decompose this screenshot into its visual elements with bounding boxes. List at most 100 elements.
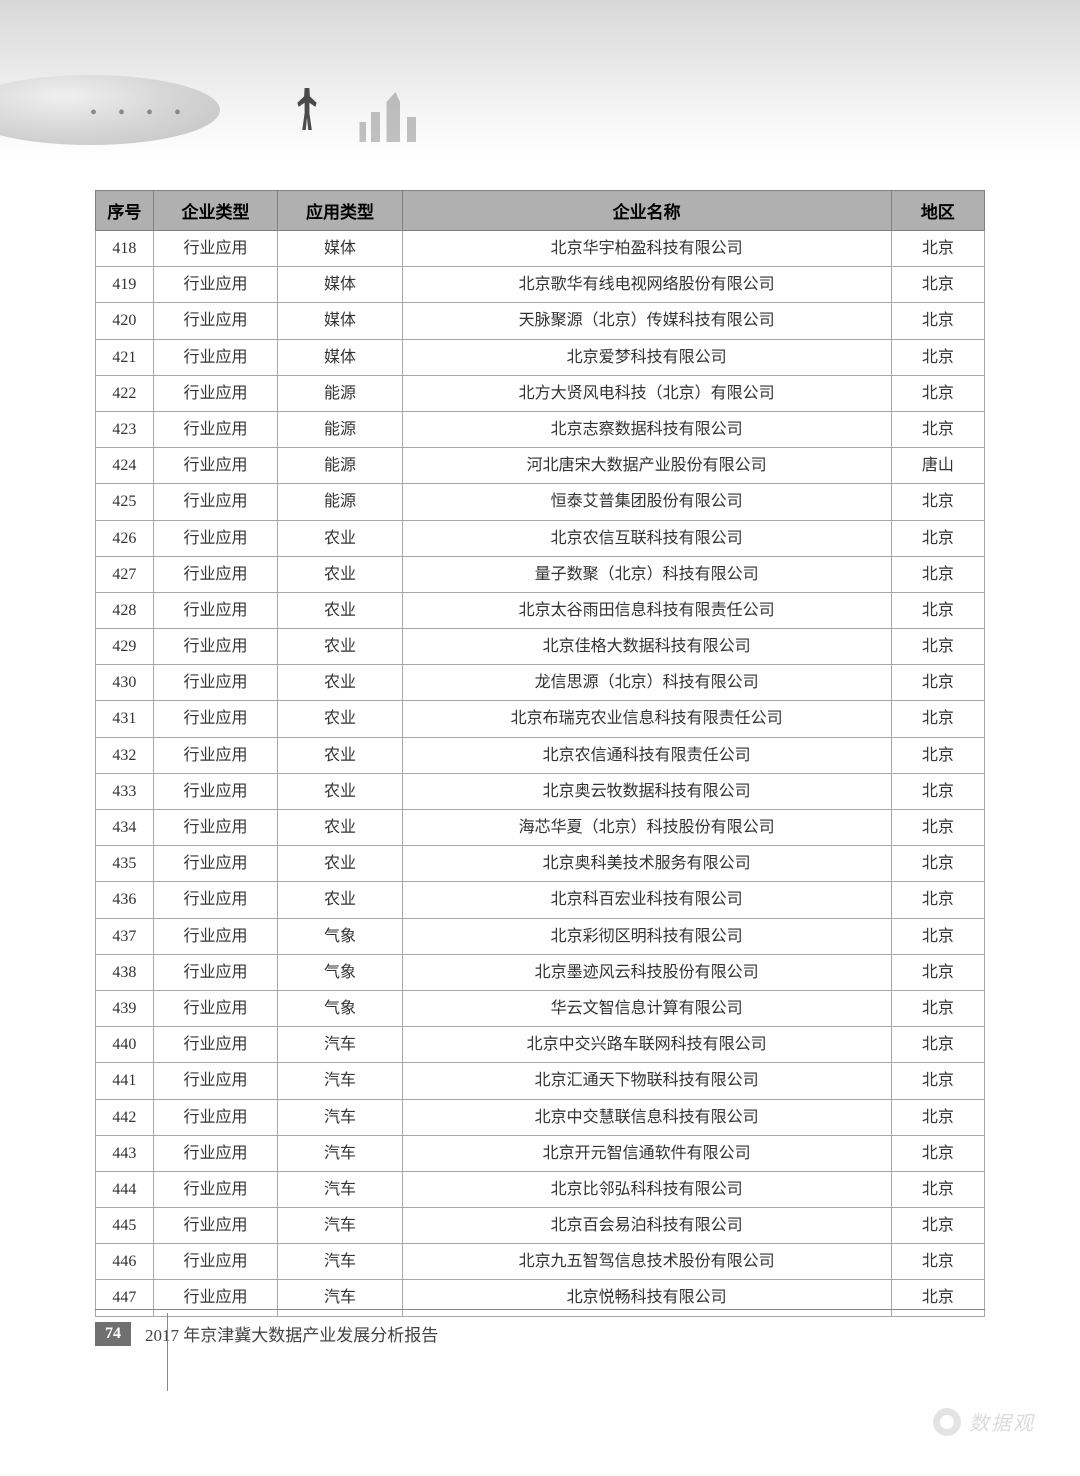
- table-cell: 430: [96, 665, 154, 701]
- table-cell: 北京: [891, 1063, 984, 1099]
- table-cell: 431: [96, 701, 154, 737]
- table-cell: 天脉聚源（北京）传媒科技有限公司: [402, 303, 891, 339]
- table-cell: 汽车: [278, 1208, 402, 1244]
- table-cell: 446: [96, 1244, 154, 1280]
- table-cell: 北京: [891, 1027, 984, 1063]
- table-cell: 华云文智信息计算有限公司: [402, 990, 891, 1026]
- table-cell: 北京: [891, 231, 984, 267]
- table-cell: 北京: [891, 1099, 984, 1135]
- table-cell: 432: [96, 737, 154, 773]
- table-cell: 汽车: [278, 1135, 402, 1171]
- report-title: 2017 年京津冀大数据产业发展分析报告: [145, 1321, 438, 1346]
- table-row: 446行业应用汽车北京九五智驾信息技术股份有限公司北京: [96, 1244, 985, 1280]
- table-cell: 442: [96, 1099, 154, 1135]
- watermark-text: 数据观: [969, 1407, 1035, 1436]
- table-cell: 444: [96, 1171, 154, 1207]
- table-cell: 北京: [891, 1171, 984, 1207]
- table-cell: 行业应用: [153, 1135, 277, 1171]
- table-cell: 行业应用: [153, 448, 277, 484]
- table-cell: 行业应用: [153, 665, 277, 701]
- table-cell: 北京歌华有线电视网络股份有限公司: [402, 267, 891, 303]
- page-number: 74: [95, 1322, 131, 1346]
- table-cell: 北京: [891, 556, 984, 592]
- table-cell: 443: [96, 1135, 154, 1171]
- table-cell: 能源: [278, 484, 402, 520]
- table-cell: 行业应用: [153, 303, 277, 339]
- table-cell: 424: [96, 448, 154, 484]
- table-row: 426行业应用农业北京农信互联科技有限公司北京: [96, 520, 985, 556]
- table-cell: 北京: [891, 629, 984, 665]
- table-row: 422行业应用能源北方大贤风电科技（北京）有限公司北京: [96, 375, 985, 411]
- table-row: 418行业应用媒体北京华宇柏盈科技有限公司北京: [96, 231, 985, 267]
- table-cell: 汽车: [278, 1027, 402, 1063]
- table-row: 438行业应用气象北京墨迹风云科技股份有限公司北京: [96, 954, 985, 990]
- table-cell: 447: [96, 1280, 154, 1316]
- table-cell: 427: [96, 556, 154, 592]
- decorative-banner: • • • •: [0, 0, 1080, 160]
- table-cell: 河北唐宋大数据产业股份有限公司: [402, 448, 891, 484]
- table-cell: 北京悦畅科技有限公司: [402, 1280, 891, 1316]
- table-cell: 量子数聚（北京）科技有限公司: [402, 556, 891, 592]
- table-cell: 北京太谷雨田信息科技有限责任公司: [402, 592, 891, 628]
- table-cell: 媒体: [278, 267, 402, 303]
- table-cell: 北京: [891, 665, 984, 701]
- table-row: 432行业应用农业北京农信通科技有限责任公司北京: [96, 737, 985, 773]
- table-cell: 汽车: [278, 1280, 402, 1316]
- table-row: 433行业应用农业北京奥云牧数据科技有限公司北京: [96, 773, 985, 809]
- table-cell: 北京: [891, 1244, 984, 1280]
- table-cell: 北京: [891, 954, 984, 990]
- table-cell: 北京九五智驾信息技术股份有限公司: [402, 1244, 891, 1280]
- table-cell: 行业应用: [153, 701, 277, 737]
- table-cell: 行业应用: [153, 375, 277, 411]
- table-cell: 汽车: [278, 1244, 402, 1280]
- table-cell: 439: [96, 990, 154, 1026]
- table-cell: 北京爱梦科技有限公司: [402, 339, 891, 375]
- table-cell: 农业: [278, 773, 402, 809]
- table-cell: 行业应用: [153, 1280, 277, 1316]
- table-row: 428行业应用农业北京太谷雨田信息科技有限责任公司北京: [96, 592, 985, 628]
- skyline-graphic: [355, 92, 445, 142]
- table-row: 447行业应用汽车北京悦畅科技有限公司北京: [96, 1280, 985, 1316]
- table-cell: 行业应用: [153, 954, 277, 990]
- table-cell: 北京农信通科技有限责任公司: [402, 737, 891, 773]
- table-cell: 445: [96, 1208, 154, 1244]
- table-row: 419行业应用媒体北京歌华有线电视网络股份有限公司北京: [96, 267, 985, 303]
- table-cell: 北京: [891, 701, 984, 737]
- table-cell: 农业: [278, 810, 402, 846]
- table-cell: 北京: [891, 846, 984, 882]
- table-cell: 行业应用: [153, 846, 277, 882]
- col-header-enterprise-type: 企业类型: [153, 191, 277, 231]
- table-cell: 农业: [278, 556, 402, 592]
- table-cell: 420: [96, 303, 154, 339]
- table-row: 440行业应用汽车北京中交兴路车联网科技有限公司北京: [96, 1027, 985, 1063]
- table-body: 418行业应用媒体北京华宇柏盈科技有限公司北京419行业应用媒体北京歌华有线电视…: [96, 231, 985, 1317]
- table-cell: 行业应用: [153, 556, 277, 592]
- table-row: 442行业应用汽车北京中交慧联信息科技有限公司北京: [96, 1099, 985, 1135]
- table-cell: 行业应用: [153, 484, 277, 520]
- table-cell: 龙信思源（北京）科技有限公司: [402, 665, 891, 701]
- table-cell: 北京彩彻区明科技有限公司: [402, 918, 891, 954]
- table-cell: 418: [96, 231, 154, 267]
- table-row: 423行业应用能源北京志察数据科技有限公司北京: [96, 411, 985, 447]
- table-cell: 农业: [278, 882, 402, 918]
- col-header-index: 序号: [96, 191, 154, 231]
- table-cell: 北京: [891, 1280, 984, 1316]
- table-cell: 行业应用: [153, 773, 277, 809]
- table-cell: 能源: [278, 448, 402, 484]
- table-cell: 438: [96, 954, 154, 990]
- table-cell: 北京: [891, 520, 984, 556]
- table-cell: 媒体: [278, 231, 402, 267]
- table-cell: 426: [96, 520, 154, 556]
- table-row: 445行业应用汽车北京百会易泊科技有限公司北京: [96, 1208, 985, 1244]
- table-row: 443行业应用汽车北京开元智信通软件有限公司北京: [96, 1135, 985, 1171]
- table-row: 435行业应用农业北京奥科美技术服务有限公司北京: [96, 846, 985, 882]
- table-cell: 北京: [891, 990, 984, 1026]
- table-cell: 行业应用: [153, 411, 277, 447]
- table-cell: 恒泰艾普集团股份有限公司: [402, 484, 891, 520]
- table-cell: 北京墨迹风云科技股份有限公司: [402, 954, 891, 990]
- table-cell: 行业应用: [153, 339, 277, 375]
- table-cell: 农业: [278, 665, 402, 701]
- table-cell: 北京: [891, 1208, 984, 1244]
- table-cell: 农业: [278, 520, 402, 556]
- table-cell: 北京: [891, 339, 984, 375]
